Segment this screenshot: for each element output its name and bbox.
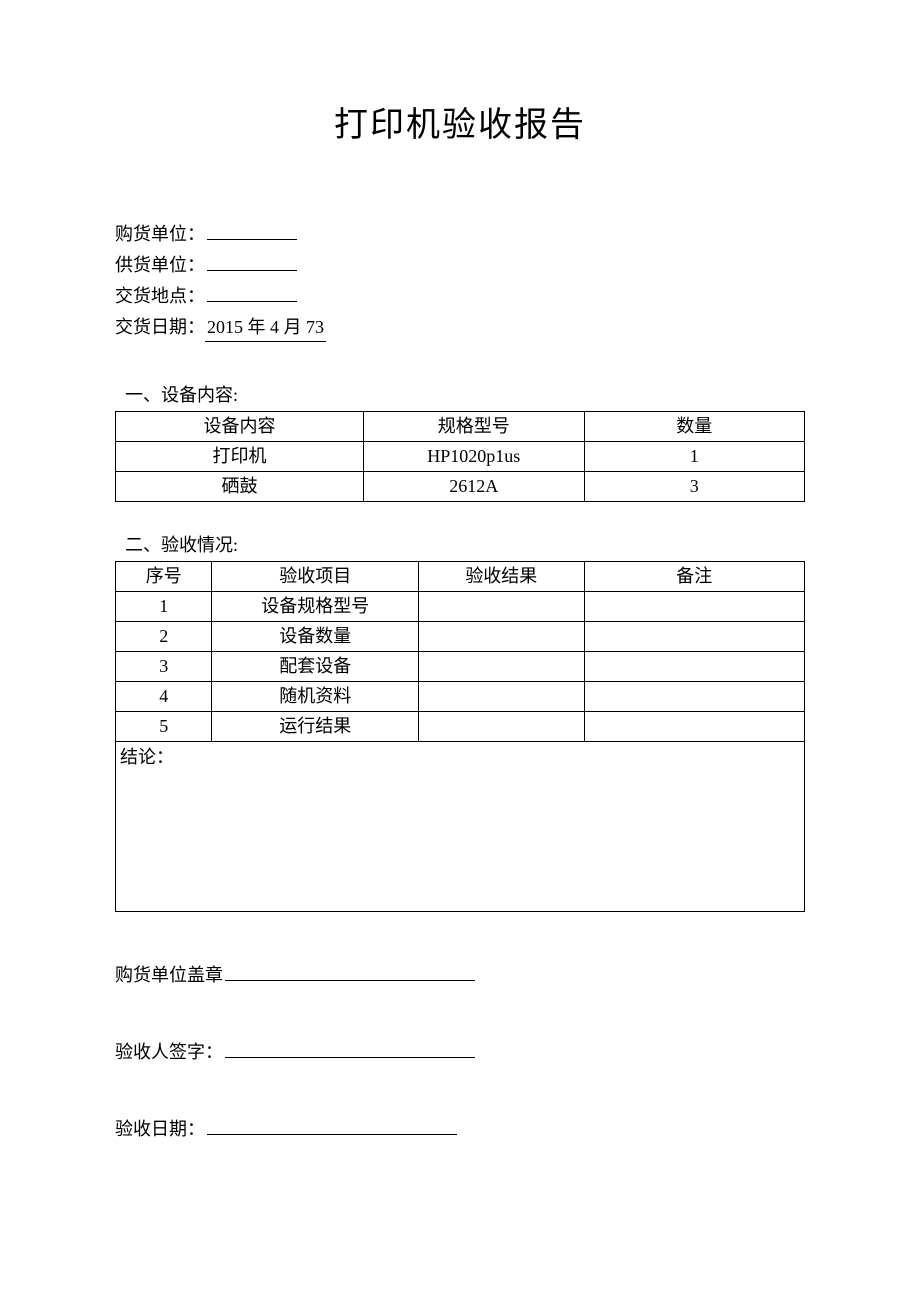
table-row: 5 运行结果 [116, 712, 805, 742]
accept-date-line: 验收日期： [115, 1116, 805, 1143]
cell [584, 712, 805, 742]
col-equipment: 设备内容 [116, 412, 364, 442]
table-row: 1 设备规格型号 [116, 592, 805, 622]
table-row: 硒鼓 2612A 3 [116, 472, 805, 502]
cell [584, 622, 805, 652]
cell: 随机资料 [212, 682, 419, 712]
buyer-blank [207, 222, 297, 240]
signer-blank [225, 1040, 475, 1058]
inspection-table: 序号 验收项目 验收结果 备注 1 设备规格型号 2 设备数量 3 配套设备 4… [115, 561, 805, 912]
accept-date-label: 验收日期： [115, 1119, 205, 1139]
table-row: 4 随机资料 [116, 682, 805, 712]
location-line: 交货地点： [115, 283, 805, 310]
accept-date-blank [207, 1117, 457, 1135]
cell: 4 [116, 682, 212, 712]
date-value: 2015 年 4 月 73 [205, 314, 326, 342]
signer-line: 验收人签字： [115, 1039, 805, 1066]
date-line: 交货日期：2015 年 4 月 73 [115, 314, 805, 342]
col-quantity: 数量 [584, 412, 805, 442]
cell: 运行结果 [212, 712, 419, 742]
stamp-line: 购货单位盖章 [115, 962, 805, 989]
col-result: 验收结果 [419, 562, 584, 592]
buyer-line: 购货单位： [115, 221, 805, 248]
stamp-blank [225, 963, 475, 981]
stamp-label: 购货单位盖章 [115, 965, 223, 985]
location-label: 交货地点： [115, 283, 205, 310]
cell: 1 [116, 592, 212, 622]
signer-label: 验收人签字： [115, 1042, 223, 1062]
date-label: 交货日期： [115, 314, 205, 341]
col-remark: 备注 [584, 562, 805, 592]
col-model: 规格型号 [364, 412, 584, 442]
cell [419, 652, 584, 682]
cell: 1 [584, 442, 805, 472]
supplier-line: 供货单位： [115, 252, 805, 279]
cell: 打印机 [116, 442, 364, 472]
conclusion-row: 结论： [116, 742, 805, 912]
cell [419, 592, 584, 622]
buyer-label: 购货单位： [115, 221, 205, 248]
cell [584, 682, 805, 712]
page-title: 打印机验收报告 [115, 100, 805, 151]
table-row: 2 设备数量 [116, 622, 805, 652]
section1-header: 一、设备内容: [125, 382, 805, 409]
table-header-row: 设备内容 规格型号 数量 [116, 412, 805, 442]
cell [419, 622, 584, 652]
cell: 设备规格型号 [212, 592, 419, 622]
section2-header: 二、验收情况: [125, 532, 805, 559]
cell: HP1020p1us [364, 442, 584, 472]
cell: 3 [116, 652, 212, 682]
table-row: 打印机 HP1020p1us 1 [116, 442, 805, 472]
equipment-table: 设备内容 规格型号 数量 打印机 HP1020p1us 1 硒鼓 2612A 3 [115, 411, 805, 502]
location-blank [207, 284, 297, 302]
cell: 2612A [364, 472, 584, 502]
col-index: 序号 [116, 562, 212, 592]
cell: 配套设备 [212, 652, 419, 682]
cell [419, 682, 584, 712]
supplier-blank [207, 253, 297, 271]
cell: 5 [116, 712, 212, 742]
table-header-row: 序号 验收项目 验收结果 备注 [116, 562, 805, 592]
cell [584, 652, 805, 682]
cell: 硒鼓 [116, 472, 364, 502]
supplier-label: 供货单位： [115, 252, 205, 279]
cell [419, 712, 584, 742]
col-item: 验收项目 [212, 562, 419, 592]
info-block: 购货单位： 供货单位： 交货地点： 交货日期：2015 年 4 月 73 [115, 221, 805, 342]
cell: 设备数量 [212, 622, 419, 652]
cell: 2 [116, 622, 212, 652]
cell [584, 592, 805, 622]
cell: 3 [584, 472, 805, 502]
conclusion-cell: 结论： [116, 742, 805, 912]
table-row: 3 配套设备 [116, 652, 805, 682]
